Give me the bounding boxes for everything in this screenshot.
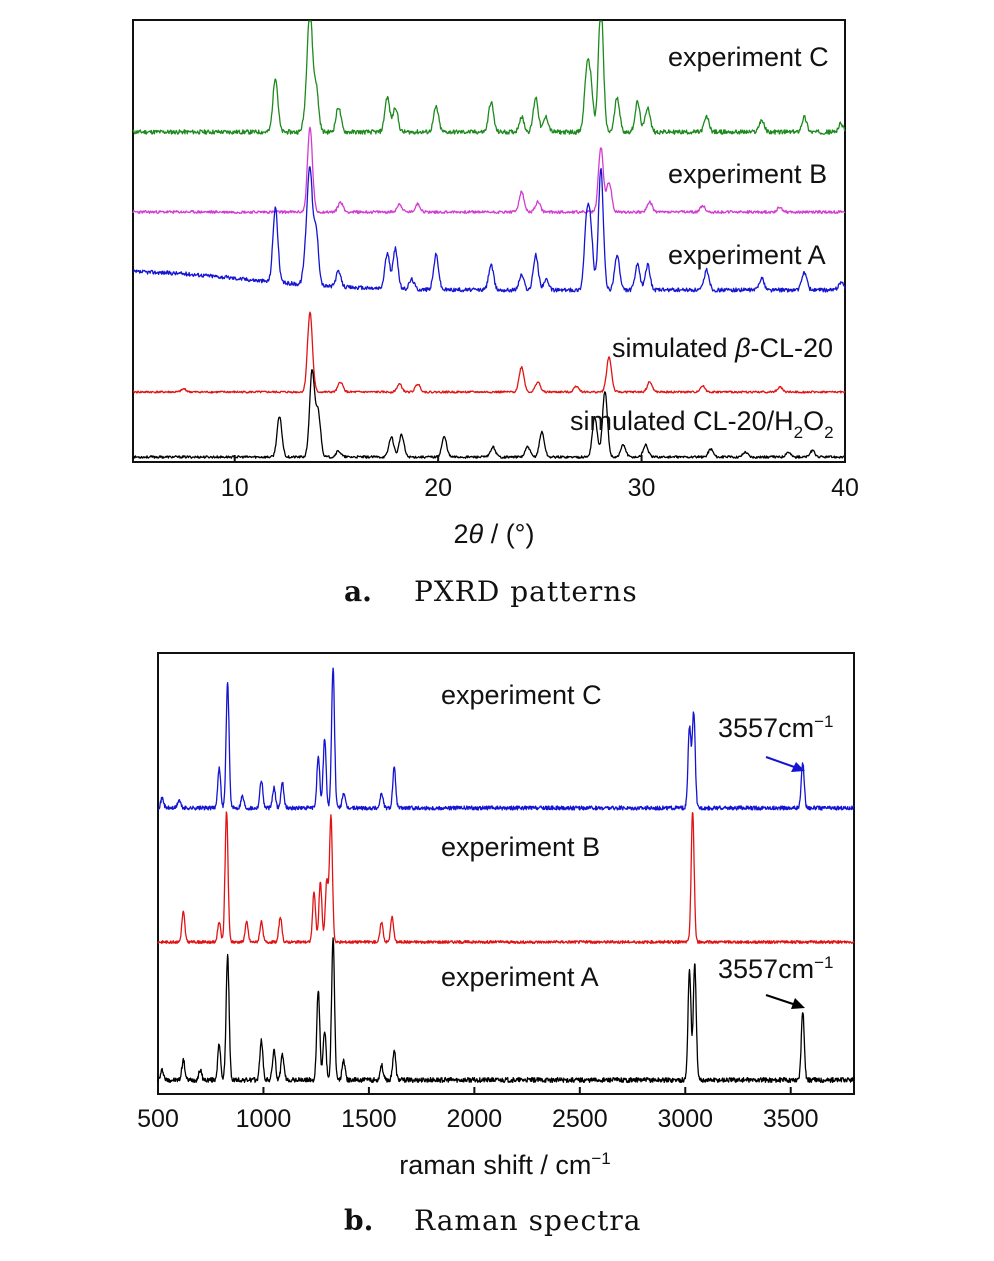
pxrd-caption-text: PXRD patterns [414, 575, 638, 608]
raman-series-experiment-c [157, 667, 855, 811]
pxrd-label-experiment-a: experiment A [668, 240, 826, 270]
pxrd-label-experiment-c: experiment C [668, 42, 829, 72]
raman-tick-label-3000: 3000 [657, 1105, 713, 1133]
pxrd-x-axis-ticks: 10 20 30 40 [221, 455, 859, 502]
raman-caption-text: Raman spectra [414, 1204, 641, 1237]
pxrd-traces [132, 20, 846, 459]
raman-label-experiment-c: experiment C [441, 680, 602, 710]
raman-label-experiment-a: experiment A [441, 962, 599, 992]
raman-tick-label-1000: 1000 [236, 1105, 292, 1133]
pxrd-tick-label-10: 10 [221, 474, 249, 502]
pxrd-series-simulated-cl-20-h2o2 [132, 369, 846, 459]
raman-label-experiment-b: experiment B [441, 832, 600, 862]
raman-tick-label-500: 500 [137, 1105, 179, 1133]
pxrd-series-experiment-a [132, 166, 846, 293]
raman-tick-label-3500: 3500 [763, 1105, 819, 1133]
pxrd-panel: 10 20 30 40 experiment C experiment B exper… [132, 19, 859, 608]
raman-arrow-a-icon [765, 994, 805, 1009]
raman-annotation-c: 3557cm−1 [718, 712, 833, 743]
raman-x-axis-ticks: 500 1000 1500 2000 2500 3000 3500 [137, 1087, 819, 1133]
raman-traces [157, 667, 855, 1084]
raman-series-experiment-a [157, 937, 855, 1084]
pxrd-series-simulated-cl-20 [132, 311, 846, 394]
pxrd-label-simulated-beta: simulated β-CL-20 [612, 333, 833, 363]
pxrd-plot-frame [132, 19, 846, 463]
raman-series-experiment-b [157, 811, 855, 945]
raman-annotation-a: 3557cm−1 [718, 953, 833, 984]
raman-tick-label-2500: 2500 [552, 1105, 608, 1133]
raman-tick-label-1500: 1500 [341, 1105, 397, 1133]
raman-caption-letter: b. [344, 1204, 373, 1237]
pxrd-x-axis-label: 2θ / (°) [454, 519, 535, 549]
raman-panel: 500 1000 1500 2000 2500 3000 3500 experiment C… [137, 652, 855, 1237]
raman-plot-frame [157, 652, 855, 1095]
raman-x-axis-label: raman shift / cm−1 [399, 1149, 610, 1180]
pxrd-series-experiment-c [132, 20, 846, 135]
pxrd-series-experiment-b [132, 126, 846, 215]
raman-tick-label-2000: 2000 [447, 1105, 503, 1133]
pxrd-tick-label-40: 40 [831, 474, 859, 502]
pxrd-tick-label-20: 20 [424, 474, 452, 502]
pxrd-label-experiment-b: experiment B [668, 159, 827, 189]
pxrd-caption-letter: a. [344, 575, 372, 608]
raman-arrow-c-icon [765, 756, 805, 772]
pxrd-label-simulated-h2o2: simulated CL-20/H2O2 [570, 406, 834, 442]
pxrd-tick-label-30: 30 [628, 474, 656, 502]
